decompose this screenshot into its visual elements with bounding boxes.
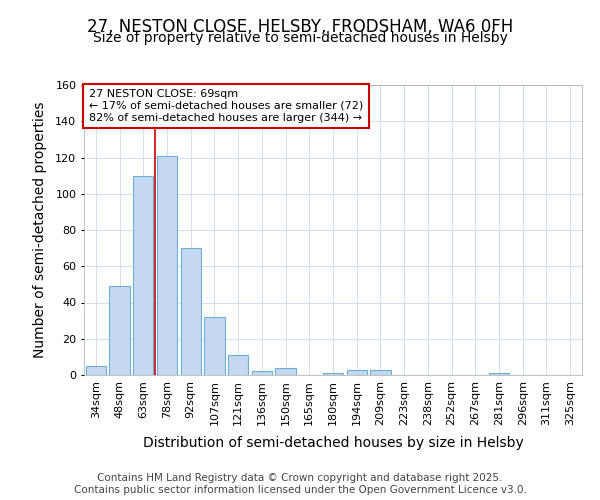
Bar [157,156,177,375]
Bar [252,372,272,375]
Bar [323,373,343,375]
Text: Contains HM Land Registry data © Crown copyright and database right 2025.
Contai: Contains HM Land Registry data © Crown c… [74,474,526,495]
Y-axis label: Number of semi-detached properties: Number of semi-detached properties [33,102,47,358]
Bar [347,370,367,375]
Bar [205,317,224,375]
Bar [86,366,106,375]
Text: Size of property relative to semi-detached houses in Helsby: Size of property relative to semi-detach… [92,31,508,45]
X-axis label: Distribution of semi-detached houses by size in Helsby: Distribution of semi-detached houses by … [143,436,523,450]
Bar [109,286,130,375]
Bar [133,176,154,375]
Bar [489,373,509,375]
Bar [370,370,391,375]
Bar [181,248,201,375]
Bar [228,355,248,375]
Text: 27 NESTON CLOSE: 69sqm
← 17% of semi-detached houses are smaller (72)
82% of sem: 27 NESTON CLOSE: 69sqm ← 17% of semi-det… [89,90,363,122]
Text: 27, NESTON CLOSE, HELSBY, FRODSHAM, WA6 0FH: 27, NESTON CLOSE, HELSBY, FRODSHAM, WA6 … [87,18,513,36]
Bar [275,368,296,375]
